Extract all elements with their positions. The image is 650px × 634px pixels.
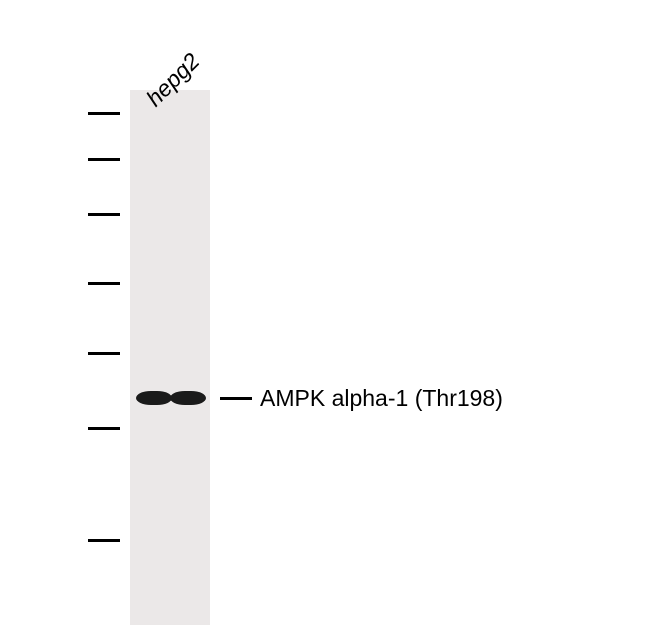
- blot-lane: [130, 90, 210, 625]
- band-label: AMPK alpha-1 (Thr198): [260, 385, 503, 412]
- band-tick: [220, 397, 252, 400]
- protein-band: [136, 391, 172, 405]
- marker-tick: [88, 213, 120, 216]
- marker-tick: [88, 352, 120, 355]
- marker-tick: [88, 158, 120, 161]
- marker-tick: [88, 282, 120, 285]
- protein-band: [170, 391, 206, 405]
- marker-tick: [88, 427, 120, 430]
- marker-tick: [88, 112, 120, 115]
- marker-tick: [88, 539, 120, 542]
